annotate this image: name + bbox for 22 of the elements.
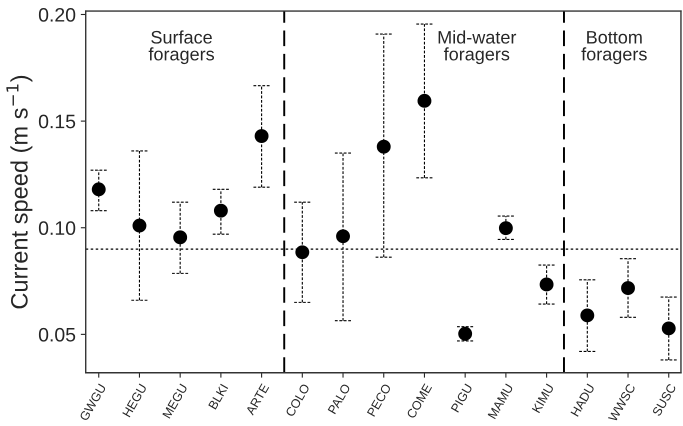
y-tick-label: 0.10 — [38, 221, 76, 235]
point — [376, 140, 391, 154]
point — [295, 245, 310, 260]
point — [173, 230, 188, 244]
point — [418, 94, 432, 108]
y-tick-label: 0.05 — [38, 328, 76, 342]
y-axis-title: Current speed (m s$^{−1}$) — [6, 76, 32, 308]
point — [336, 229, 350, 244]
point — [92, 182, 106, 196]
annotation: Mid-water foragers — [438, 30, 516, 64]
y-tick-label: 0.15 — [38, 114, 76, 128]
point — [132, 218, 146, 233]
point — [580, 308, 594, 322]
y-tick-label: 0.20 — [38, 8, 76, 22]
point — [621, 281, 635, 296]
point — [254, 129, 269, 143]
annotation: Bottom foragers — [581, 31, 647, 64]
point — [662, 321, 676, 336]
point — [540, 278, 554, 292]
point — [214, 204, 228, 218]
annotation: Surface foragers — [148, 30, 214, 64]
point — [498, 221, 513, 236]
